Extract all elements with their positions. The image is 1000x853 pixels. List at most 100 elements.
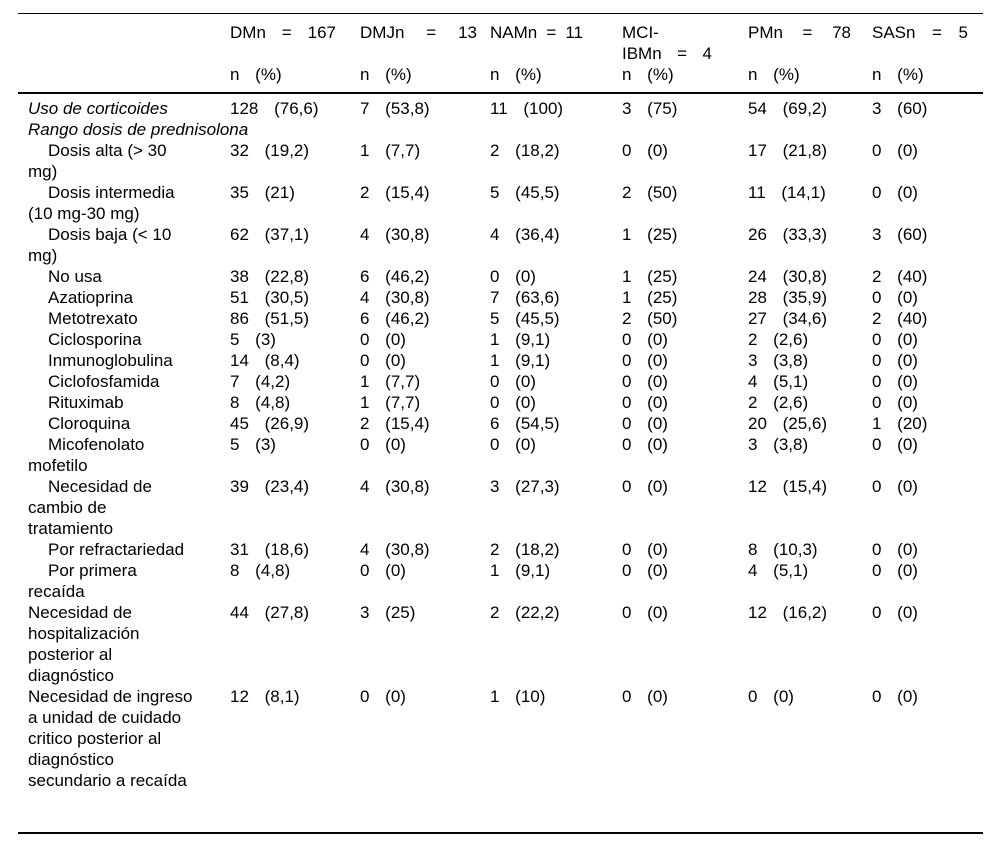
cell-value: 0 (0) bbox=[872, 603, 918, 622]
column-header-box: SASn = 5 bbox=[872, 22, 983, 64]
subheader-text: n (%) bbox=[490, 65, 542, 84]
cell-value: 4 (30,8) bbox=[360, 540, 430, 559]
cell-value bbox=[872, 119, 983, 140]
cell-value: 31 (18,6) bbox=[230, 540, 310, 559]
row-label-cell: Azatioprina bbox=[18, 287, 230, 308]
cell-value: 4 (30,8) bbox=[360, 288, 430, 307]
cell-value: 6 (46,2) bbox=[360, 309, 430, 328]
cell-value: 0 (0) bbox=[872, 540, 918, 559]
cell-value: 0 (0) bbox=[872, 561, 918, 580]
cell-value: 0 (0) bbox=[622, 477, 668, 496]
cell-value bbox=[490, 119, 622, 140]
cell-value: 0 (0) bbox=[622, 141, 668, 160]
cell-value: 0 (0) bbox=[490, 372, 536, 391]
cell-value: 1 (7,7) bbox=[360, 141, 421, 160]
cell-value: 0 (0) bbox=[872, 477, 918, 496]
cell-value: 3 (27,3) bbox=[490, 477, 560, 496]
table-row: Ciclofosfamida 7 (4,2) 1 (7,7) 0 (0) 0 (0) 4 … bbox=[18, 371, 983, 392]
cell-value: 26 (33,3) bbox=[748, 225, 828, 244]
row-label-cell: Rituximab bbox=[18, 392, 230, 413]
header-subrow: n (%) n (%) n (%) n (%) n (%) n (%) bbox=[18, 64, 983, 93]
equals-sign: = bbox=[677, 44, 688, 63]
cell-value: 12 (15,4) bbox=[748, 477, 828, 496]
cell-value: 7 (63,6) bbox=[490, 288, 560, 307]
cell-value: 1 (9,1) bbox=[490, 561, 551, 580]
column-name: MCI- bbox=[622, 23, 659, 42]
subheader-text: n (%) bbox=[230, 65, 282, 84]
cell-value: 2 (50) bbox=[622, 309, 678, 328]
column-count: 4 bbox=[702, 44, 712, 63]
cell-value: 2 (2,6) bbox=[748, 393, 809, 412]
row-label-cell: Ciclosporina bbox=[18, 329, 230, 350]
table-row: Dosis alta (> 30 mg) 32 (19,2) 1 (7,7) 2 (1… bbox=[18, 140, 983, 182]
equals-sign: = bbox=[932, 23, 942, 42]
column-count: 167 bbox=[307, 23, 336, 42]
row-label: Dosis alta (> 30 mg) bbox=[28, 141, 167, 181]
row-label-cell: Por primera recaída bbox=[18, 560, 230, 602]
cell-value: 7 (53,8) bbox=[360, 99, 430, 118]
cell-value: 0 (0) bbox=[748, 687, 794, 706]
row-label: Necesidad de hospitalización posterior a… bbox=[28, 603, 140, 685]
cell-value: 0 (0) bbox=[622, 393, 668, 412]
row-label: Ciclosporina bbox=[48, 330, 142, 349]
row-label: Por refractariedad bbox=[48, 540, 185, 559]
cell-value: 12 (16,2) bbox=[748, 603, 828, 622]
column-header-mci-ibmn: MCI- IBMn = 4 bbox=[622, 14, 748, 65]
equals-sign: = bbox=[802, 23, 813, 42]
cell-value: 1 (9,1) bbox=[490, 351, 551, 370]
row-label-cell: Dosis alta (> 30 mg) bbox=[18, 140, 230, 182]
treatment-table: DMn = 167 DMJn = 13 NAMn = 11 MCI- IBMn = 4 PMn = 78 SAS… bbox=[18, 13, 983, 834]
cell-value: 3 (3,8) bbox=[748, 351, 809, 370]
cell-value: 0 (0) bbox=[872, 141, 918, 160]
cell-value: 128 (76,6) bbox=[230, 99, 319, 118]
column-count: 11 bbox=[565, 23, 583, 42]
header-group-row: DMn = 167 DMJn = 13 NAMn = 11 MCI- IBMn = 4 PMn = 78 SAS… bbox=[18, 14, 983, 65]
cell-value: 12 (8,1) bbox=[230, 687, 300, 706]
row-label: Rango dosis de prednisolona bbox=[28, 120, 249, 139]
cell-value: 86 (51,5) bbox=[230, 309, 310, 328]
column-header-box: PMn = 78 bbox=[748, 22, 872, 64]
cell-value: 62 (37,1) bbox=[230, 225, 310, 244]
cell-value: 2 (2,6) bbox=[748, 330, 809, 349]
cell-value: 3 (25) bbox=[360, 603, 416, 622]
equals-sign: = bbox=[546, 23, 557, 42]
cell-value bbox=[748, 119, 872, 140]
table-row: Dosis intermedia (10 mg-30 mg) 35 (21) 2 (… bbox=[18, 182, 983, 224]
cell-value: 8 (4,8) bbox=[230, 393, 291, 412]
cell-value: 11 (14,1) bbox=[748, 183, 826, 202]
cell-value: 17 (21,8) bbox=[748, 141, 828, 160]
cell-value: 0 (0) bbox=[622, 540, 668, 559]
row-label-cell: Necesidad de hospitalización posterior a… bbox=[18, 602, 230, 686]
table-row: No usa 38 (22,8) 6 (46,2) 0 (0) 1 (25) 24 (30… bbox=[18, 266, 983, 287]
cell-value: 51 (30,5) bbox=[230, 288, 310, 307]
row-label: Necesidad de cambio de tratamiento bbox=[28, 477, 152, 538]
table-row: Dosis baja (< 10 mg) 62 (37,1) 4 (30,8) 4 (… bbox=[18, 224, 983, 266]
cell-value: 11 (100) bbox=[490, 99, 564, 118]
cell-value: 0 (0) bbox=[360, 687, 406, 706]
table-row: Metotrexato 86 (51,5) 6 (46,2) 5 (45,5) 2 (5… bbox=[18, 308, 983, 329]
row-label-cell: Rango dosis de prednisolona bbox=[18, 119, 249, 140]
cell-value: 0 (0) bbox=[490, 267, 536, 286]
cell-value: 2 (15,4) bbox=[360, 183, 430, 202]
cell-value: 45 (26,9) bbox=[230, 414, 310, 433]
row-label: Azatioprina bbox=[48, 288, 134, 307]
cell-value: 0 (0) bbox=[872, 183, 918, 202]
header-label-spacer bbox=[18, 14, 230, 65]
column-count-line: IBMn = 4 bbox=[622, 43, 712, 64]
cell-value: 1 (25) bbox=[622, 288, 678, 307]
cell-value: 0 (0) bbox=[360, 435, 406, 454]
cell-value: 2 (18,2) bbox=[490, 141, 560, 160]
row-label: Rituximab bbox=[48, 393, 124, 412]
table-row: Ciclosporina 5 (3) 0 (0) 1 (9,1) 0 (0) 2 (2,6… bbox=[18, 329, 983, 350]
table-row: Inmunoglobulina 14 (8,4) 0 (0) 1 (9,1) 0 (0)… bbox=[18, 350, 983, 371]
row-label-cell: Cloroquina bbox=[18, 413, 230, 434]
column-header-dmjn: DMJn = 13 bbox=[360, 14, 490, 65]
cell-value: 0 (0) bbox=[872, 288, 918, 307]
row-label: Dosis intermedia (10 mg-30 mg) bbox=[28, 183, 175, 223]
column-header-namn: NAMn = 11 bbox=[490, 14, 622, 65]
cell-value: 27 (34,6) bbox=[748, 309, 828, 328]
row-label: Necesidad de ingreso a unidad de cuidado… bbox=[28, 687, 193, 790]
document-page: DMn = 167 DMJn = 13 NAMn = 11 MCI- IBMn = 4 PMn = 78 SAS… bbox=[18, 13, 983, 834]
row-label: Metotrexato bbox=[48, 309, 138, 328]
cell-value: 2 (22,2) bbox=[490, 603, 560, 622]
